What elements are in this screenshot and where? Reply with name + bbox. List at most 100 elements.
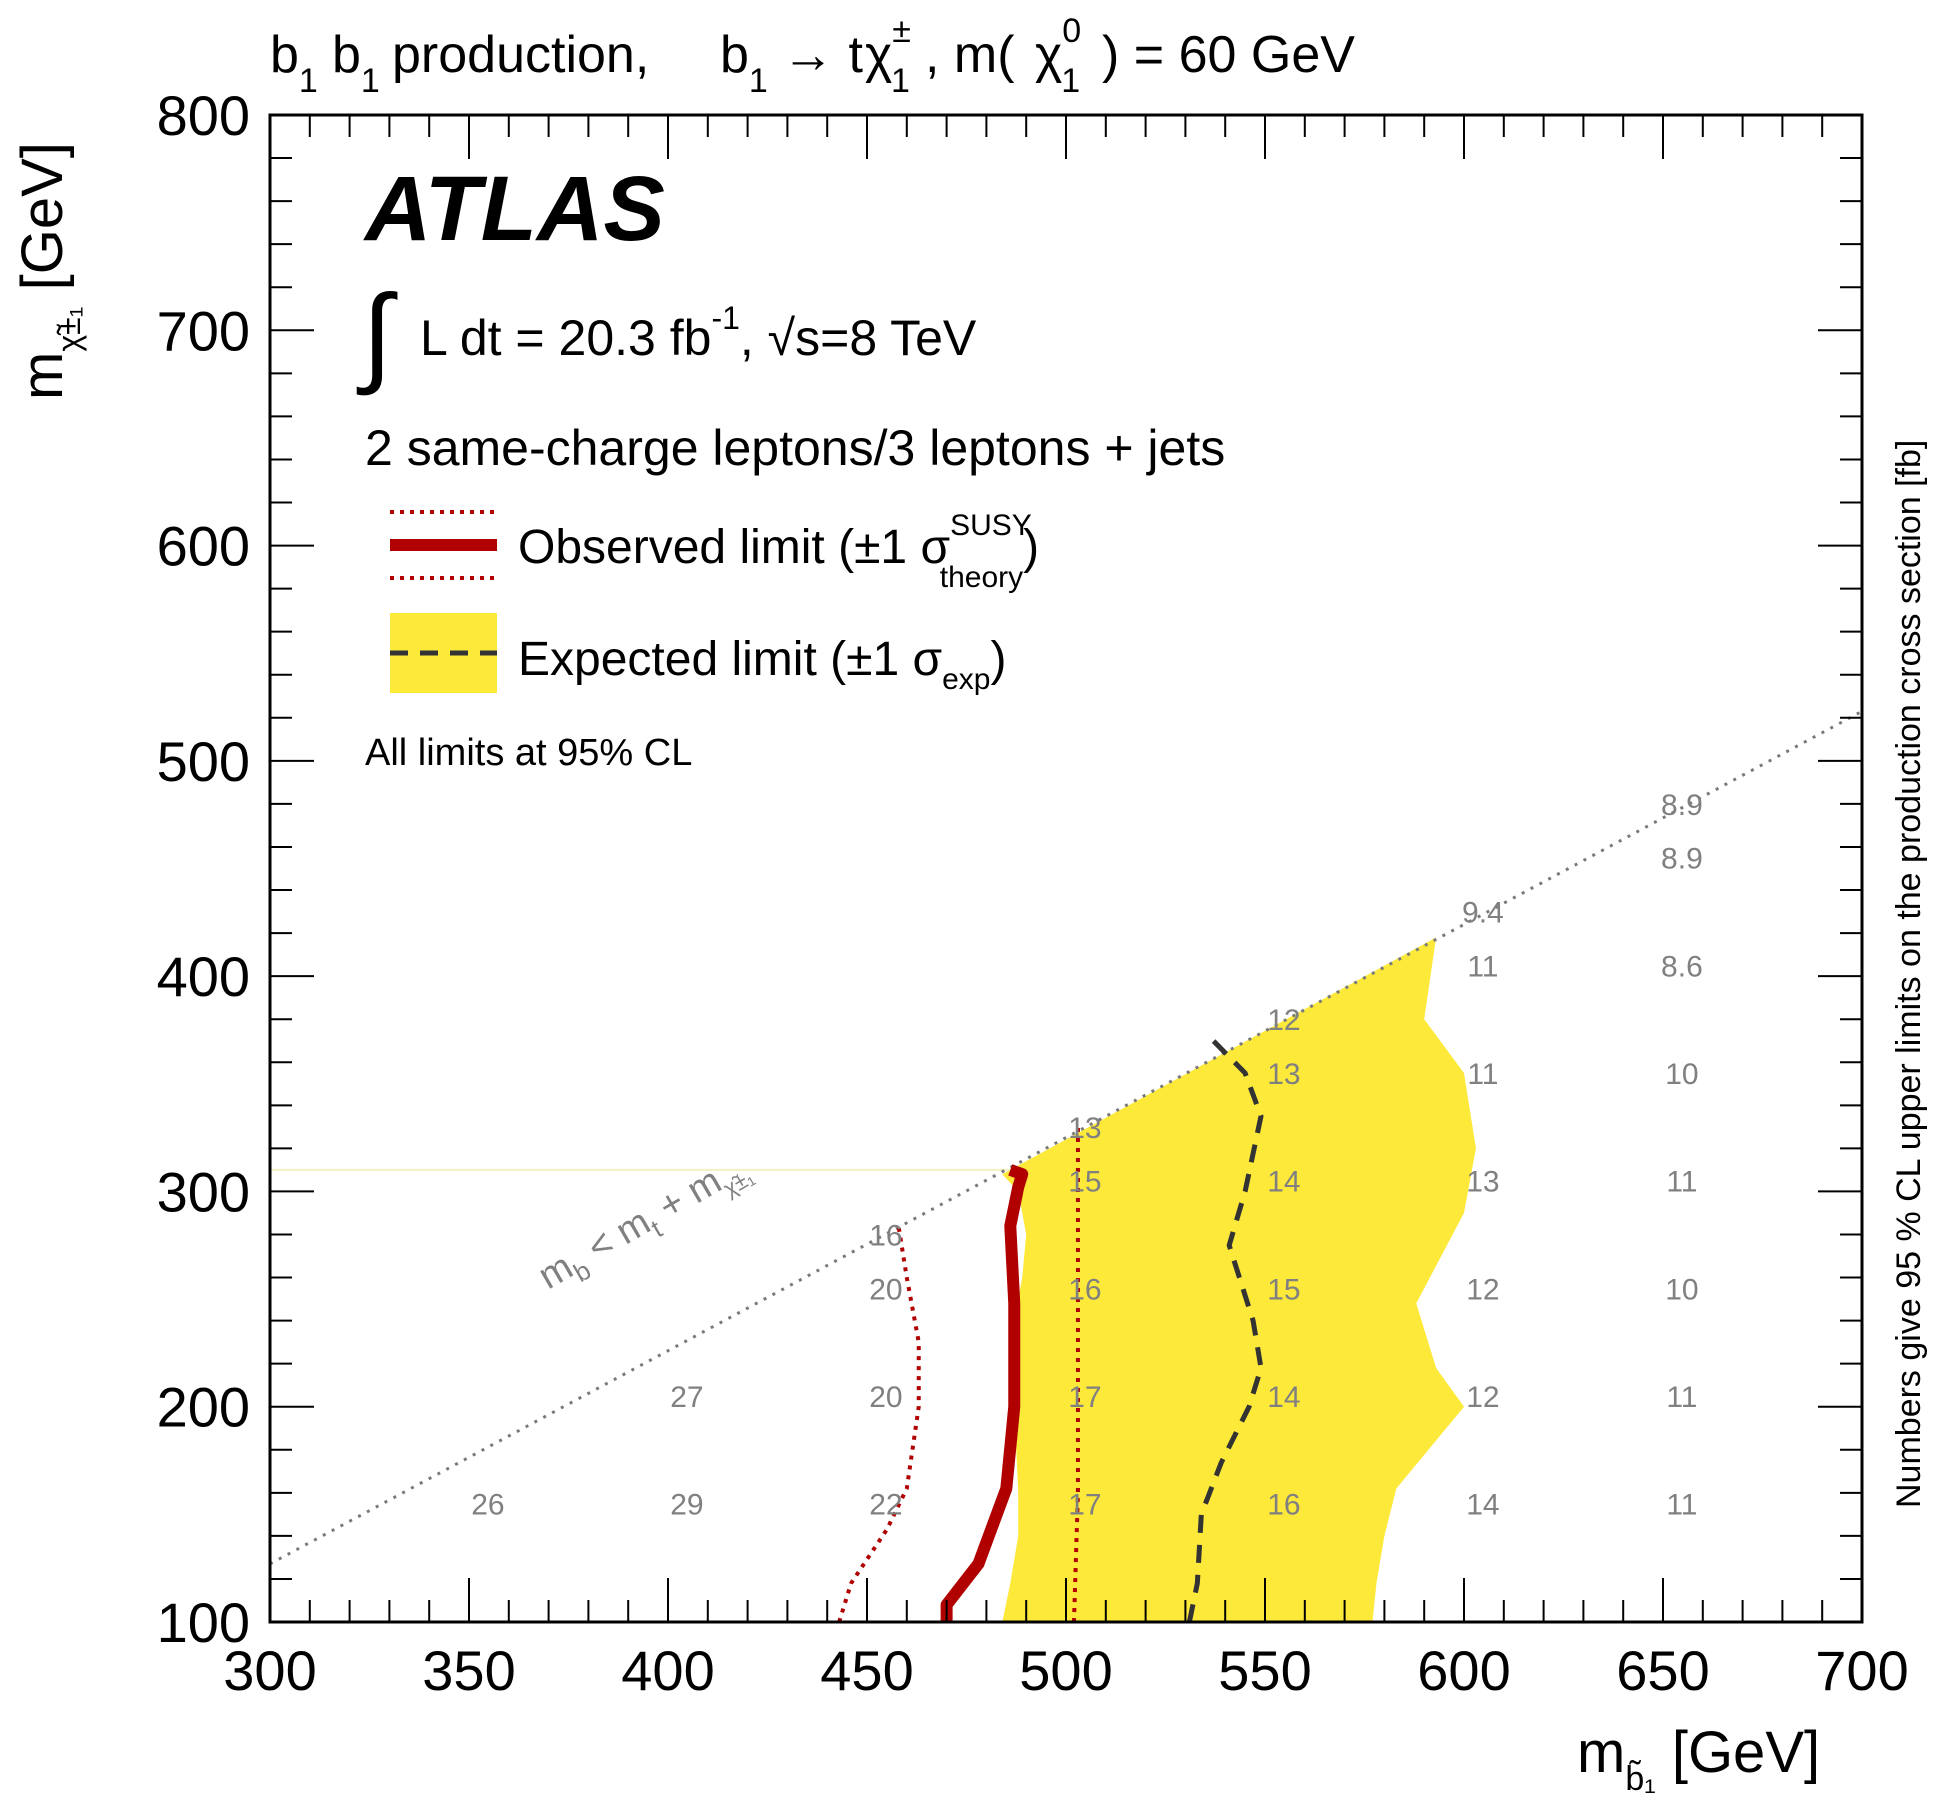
cell-value-12: 16 [1267,1489,1300,1522]
title-pre-2: b [332,26,361,84]
x-axis-unit: [GeV] [1656,1720,1820,1785]
cell-value-1: 29 [670,1489,703,1522]
cell-value-24: 9.4 [1462,897,1504,930]
y-tick-label: 200 [157,1376,250,1439]
cell-value-6: 16 [869,1219,902,1252]
z-axis-title: Numbers give 95 % CL upper limits on the… [1890,440,1928,1508]
cell-value-32: 8.9 [1661,789,1703,822]
selection-label: 2 same-charge leptons/3 leptons + jets [365,420,1225,476]
svg-text:mχ̃±₁ [GeV]: mχ̃±₁ [GeV] [10,142,87,400]
cell-value-11: 13 [1068,1112,1101,1145]
title-chi-zero-sub: 1 [1061,62,1080,100]
x-tick-label: 700 [1815,1639,1908,1702]
y-axis-sub: χ̃±₁ [51,307,87,352]
lumi-sup: -1 [711,300,739,336]
cell-value-3: 22 [869,1489,902,1522]
y-tick-label: 800 [157,84,250,147]
expected-band-layer [270,937,1476,1622]
cell-value-29: 10 [1665,1058,1698,1091]
y-tick-label: 300 [157,1160,250,1223]
x-tick-label: 400 [621,1639,714,1702]
cell-value-26: 11 [1666,1381,1697,1414]
title-main: production, [392,26,649,84]
x-tick-label: 650 [1616,1639,1709,1702]
legend: Observed limit (±1 σSUSY theory) Expected… [390,509,1039,696]
legend-expected-label: Expected limit (±1 σexp) [518,633,1006,696]
cell-value-10: 15 [1068,1166,1101,1199]
x-tick-label: 550 [1218,1639,1311,1702]
x-axis-m: m [1577,1720,1625,1785]
title-chi-1: χ [865,26,892,84]
cell-value-2: 27 [670,1381,703,1414]
cell-value-9: 16 [1068,1273,1101,1306]
title-chi-pm-sup: ± [892,12,911,50]
legend-observed-sub: theory [940,561,1023,594]
y-tick-label: 500 [157,730,250,793]
lumi-info: ∫ L dt = 20.3 fb-1, √s=8 TeV [356,273,977,396]
x-axis-title: mb̃₁ [GeV] [1577,1720,1820,1798]
title-part-b1: b1 [270,26,318,100]
title-chi-pm: χ± 1 [865,12,911,100]
cell-value-0: 26 [471,1489,504,1522]
series-line-0 [940,1164,1029,1622]
cl-note: All limits at 95% CL [365,732,692,774]
legend-expected-main: Expected limit (±1 σ [518,633,942,686]
kb-m1: m [532,1246,580,1298]
cell-value-30: 8.6 [1661,950,1703,983]
title-pre-1: b [270,26,299,84]
x-tick-label: 600 [1417,1639,1510,1702]
kinematic-boundary-line [269,710,1863,1566]
x-axis-sub: b̃₁ [1625,1759,1655,1798]
cell-value-31: 8.9 [1661,843,1703,876]
x-tick-label: 350 [422,1639,515,1702]
y-axis-unit: [GeV] [10,142,75,306]
lumi-text: L dt = 20.3 fb-1, √s=8 TeV [420,300,977,366]
cell-value-25: 11 [1666,1489,1697,1522]
cell-value-22: 11 [1467,1058,1498,1091]
cell-value-16: 13 [1267,1058,1300,1091]
title-sub-2: 1 [361,62,380,100]
title-chi-zero-sup: 0 [1062,12,1081,50]
title-arrow: → t [782,26,863,84]
axes-layer: 300 350 400 450 500 550 600 650 700 100 200 300 400 5… [157,84,1909,1702]
series-line-1 [1071,1126,1080,1623]
cell-value-7: 17 [1068,1489,1101,1522]
chart-title: b1 b1 production, b1 → t χ± 1 , m( χ0 1 ) … [270,12,1355,100]
title-sub-3: 1 [749,62,768,100]
title-chi-pm-sub: 1 [891,62,910,100]
title-chi-zero: χ0 1 [1035,12,1081,100]
y-tick-label: 100 [157,1591,250,1654]
z-axis-label: Numbers give 95 % CL upper limits on the… [1890,440,1928,1508]
cell-value-18: 14 [1466,1489,1499,1522]
experiment-label: ATLAS [363,158,665,260]
y-axis-title: mχ̃±₁ [GeV] [10,142,87,400]
integral-icon: ∫ [356,273,398,396]
legend-observed-close: ) [1023,521,1039,574]
legend-observed-sup: SUSY [950,509,1032,542]
cell-value-15: 14 [1267,1166,1300,1199]
title-sub-1: 1 [299,62,318,100]
cell-value-17: 12 [1267,1004,1300,1037]
y-tick-label: 700 [157,299,250,362]
cell-value-20: 12 [1466,1273,1499,1306]
title-chi-2: χ [1035,26,1062,84]
title-part-b2: b1 [332,26,380,100]
lumi-tail: , √s=8 TeV [740,310,977,366]
legend-expected-sub: exp [942,663,990,696]
y-axis-m: m [10,352,75,400]
cell-values-layer: 26 29 27 22 20 20 16 17 17 16 15 13 16 14 15 14 13 12 14 12… [471,789,1703,1522]
cell-value-19: 12 [1466,1381,1499,1414]
cell-value-23: 11 [1467,950,1498,983]
cell-value-27: 10 [1665,1273,1698,1306]
svg-text:mb < mt + mχ̃±₁: mb < mt + mχ̃±₁ [532,1144,759,1304]
cell-value-14: 15 [1267,1273,1300,1306]
lumi-main: L dt = 20.3 fb [420,310,711,366]
cell-value-28: 11 [1666,1166,1697,1199]
x-tick-label: 450 [820,1639,913,1702]
title-comma: , m( [925,26,1015,84]
cell-value-4: 20 [869,1381,902,1414]
cell-value-5: 20 [869,1273,902,1306]
title-close: ) = 60 GeV [1102,26,1355,84]
series-line-3 [1186,1038,1264,1623]
y-tick-label: 400 [157,945,250,1008]
